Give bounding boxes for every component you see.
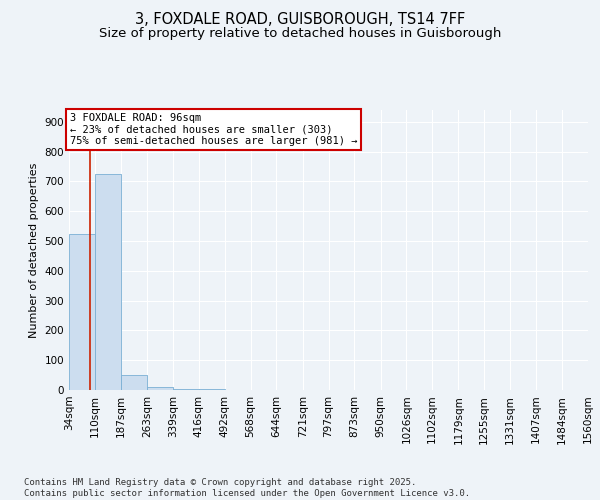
- Bar: [95, 174, 121, 390]
- Text: 3, FOXDALE ROAD, GUISBOROUGH, TS14 7FF: 3, FOXDALE ROAD, GUISBOROUGH, TS14 7FF: [135, 12, 465, 28]
- Text: Size of property relative to detached houses in Guisborough: Size of property relative to detached ho…: [99, 28, 501, 40]
- Text: 3 FOXDALE ROAD: 96sqm
← 23% of detached houses are smaller (303)
75% of semi-det: 3 FOXDALE ROAD: 96sqm ← 23% of detached …: [70, 113, 357, 146]
- Bar: [173, 389, 199, 390]
- Y-axis label: Number of detached properties: Number of detached properties: [29, 162, 39, 338]
- Text: Contains HM Land Registry data © Crown copyright and database right 2025.
Contai: Contains HM Land Registry data © Crown c…: [24, 478, 470, 498]
- Bar: [69, 234, 95, 390]
- Bar: [121, 375, 147, 390]
- Bar: [147, 387, 173, 390]
